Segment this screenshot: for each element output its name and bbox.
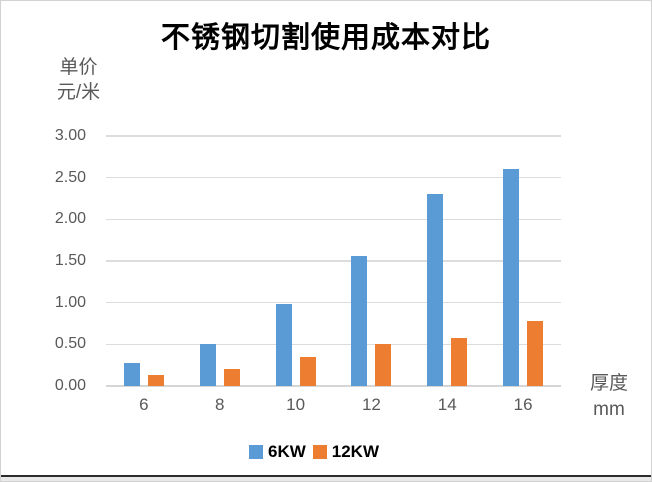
y-axis-unit-line2: 元/米 — [56, 82, 101, 103]
bar-6kw — [427, 193, 444, 386]
legend-item-12kw: 12KW — [312, 442, 379, 462]
x-tick-label: 8 — [215, 395, 225, 414]
y-tick-label: 2.00 — [54, 210, 86, 228]
y-axis-tick-labels: 0.00 0.50 1.00 1.50 2.00 2.50 3.00 — [39, 127, 96, 394]
bar-6kw — [503, 169, 520, 386]
gridline — [106, 176, 561, 179]
x-tick-label: 16 — [513, 395, 533, 414]
bar-6kw — [123, 362, 140, 386]
gridline — [106, 218, 561, 221]
y-tick-label: 3.00 — [54, 127, 86, 144]
x-axis-title-line2: mm — [593, 399, 625, 420]
bar-12kw — [451, 337, 468, 386]
legend-label: 12KW — [331, 442, 379, 461]
legend: 6KW 12KW — [1, 442, 651, 462]
x-axis-tick-labels: 6 8 10 12 14 16 — [106, 395, 561, 417]
y-tick-label: 2.50 — [54, 168, 86, 186]
legend-swatch — [312, 445, 327, 459]
x-tick-label: 12 — [361, 395, 381, 414]
bar-6kw — [275, 304, 292, 386]
y-tick-label: 0.00 — [54, 377, 86, 394]
x-axis-line — [106, 385, 561, 387]
bottom-border-line — [1, 475, 651, 477]
x-tick-label: 14 — [437, 395, 457, 414]
x-tick-label: 10 — [286, 395, 306, 414]
x-axis-title-line1: 厚度 — [589, 373, 628, 394]
y-tick-label: 0.50 — [54, 335, 86, 353]
bar-12kw — [299, 356, 316, 386]
bottom-edge-strip — [1, 477, 651, 481]
x-axis-title: 厚度 mm — [579, 371, 639, 423]
legend-swatch — [248, 445, 263, 459]
gridline — [106, 343, 561, 346]
y-axis-unit-label: 单价 元/米 — [41, 55, 116, 105]
bar-12kw — [223, 368, 240, 386]
legend-label: 6KW — [267, 442, 306, 461]
y-tick-label: 1.50 — [54, 252, 86, 269]
bar-6kw — [199, 344, 216, 386]
chart-title: 不锈钢切割使用成本对比 — [160, 22, 491, 54]
y-tick-label: 1.00 — [54, 293, 86, 311]
bar-12kw — [527, 321, 544, 386]
gridline — [106, 135, 561, 137]
gridline — [106, 301, 561, 304]
bar-12kw — [147, 375, 164, 386]
legend-item-6kw: 6KW — [248, 442, 306, 462]
x-tick-label: 6 — [139, 395, 149, 414]
bar-6kw — [351, 256, 368, 386]
y-axis-unit-line1: 单价 — [59, 57, 98, 78]
plot-area — [106, 135, 561, 387]
gridline — [106, 260, 561, 262]
bar-12kw — [375, 343, 392, 386]
